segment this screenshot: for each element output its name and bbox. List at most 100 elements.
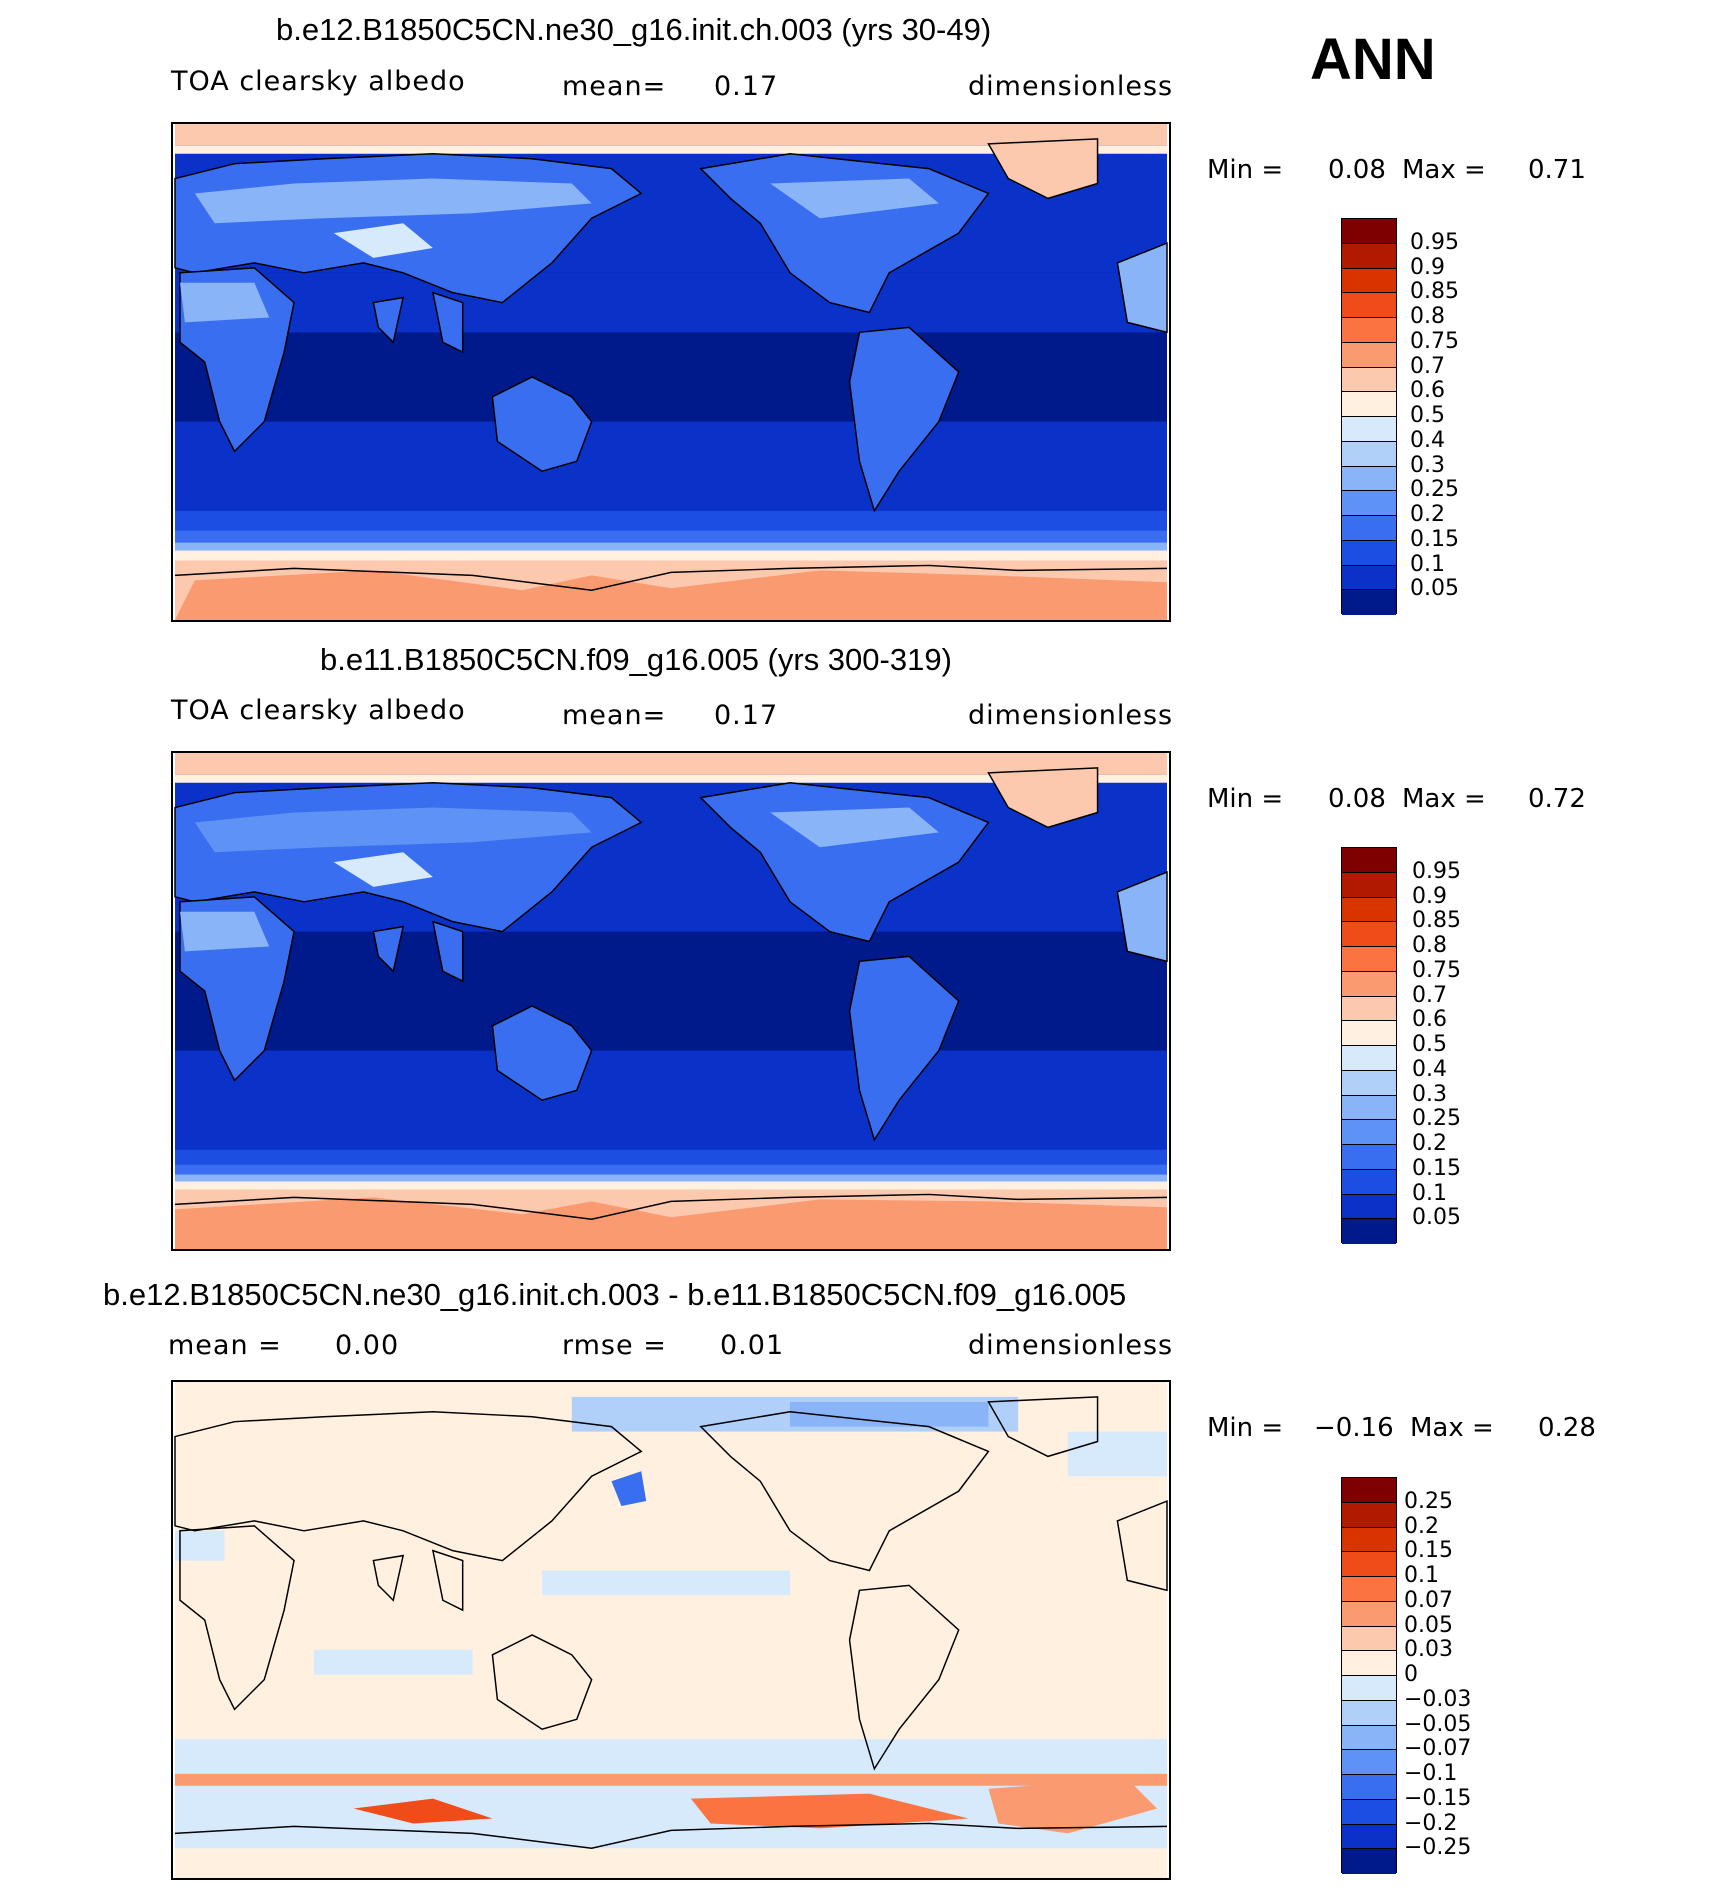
colorbar-tick-label: 0.75 [1412,957,1461,983]
colorbar-tick-label: 0.85 [1410,279,1459,305]
colorbar-tick-label: 0.2 [1410,502,1445,527]
colorbar-swatch [1342,1145,1396,1170]
colorbar-swatch [1342,318,1396,343]
colorbar-swatch [1342,219,1396,244]
panel2-max-value: 0.72 [1528,784,1586,814]
panel1-mean-label: mean= [562,71,667,102]
colorbar-tick-label: 0.7 [1412,982,1447,1008]
panel3-map-svg [174,1382,1168,1878]
colorbar-tick-label: 0.25 [1410,477,1459,503]
panel3-max-label: Max = [1410,1413,1494,1443]
colorbar-tick-label: −0.15 [1404,1785,1472,1811]
colorbar-tick-label: 0.1 [1412,1180,1447,1206]
colorbar-swatch [1342,516,1396,541]
colorbar-swatch [1342,417,1396,442]
colorbar-tick-label: 0.1 [1404,1563,1439,1588]
colorbar-tick-label: 0.15 [1412,1155,1461,1181]
colorbar-tick-label: 0.6 [1412,1007,1447,1033]
panel3-min-label: Min = [1207,1413,1284,1443]
panel1-colorbar [1341,218,1397,615]
colorbar-tick-label: 0.7 [1410,353,1445,379]
colorbar-swatch [1342,1577,1396,1602]
panel3-colorbar [1341,1477,1397,1874]
colorbar-tick-label: 0.95 [1412,858,1461,884]
panel3-rmse-label: rmse = [562,1330,667,1361]
colorbar-swatch [1342,441,1396,467]
colorbar-tick-label: 0.85 [1412,908,1461,934]
colorbar-tick-label: 0.15 [1410,526,1459,552]
colorbar-tick-label: 0.07 [1404,1587,1453,1613]
panel1-max-label: Max = [1402,155,1486,185]
colorbar-swatch [1342,1478,1396,1503]
colorbar-swatch [1342,1775,1396,1800]
colorbar-swatch [1342,293,1396,318]
panel1-units: dimensionless [968,71,1174,102]
panel1-map [171,122,1171,622]
colorbar-tick-label: 0.5 [1410,403,1445,428]
panel3-rmse-value: 0.01 [720,1330,785,1361]
panel2-min-value: 0.08 [1328,784,1386,814]
colorbar-tick-label: 0.2 [1404,1513,1439,1539]
panel2-map-svg [174,753,1168,1249]
colorbar-tick-label: 0.6 [1410,378,1445,404]
colorbar-swatch [1342,1700,1396,1726]
panel1-min-label: Min = [1207,155,1284,185]
season-label: ANN [1310,27,1436,92]
colorbar-swatch [1342,1601,1396,1627]
colorbar-swatch [1342,1725,1396,1751]
colorbar-swatch [1342,1651,1396,1676]
colorbar-tick-label: −0.2 [1404,1810,1458,1836]
colorbar-swatch [1342,466,1396,492]
colorbar-tick-label: 0.9 [1412,883,1447,909]
colorbar-swatch [1342,392,1396,417]
colorbar-swatch [1342,1169,1396,1195]
panel2-max-label: Max = [1402,784,1486,814]
colorbar-tick-label: 0.4 [1410,427,1445,453]
panel2-map [171,751,1171,1251]
colorbar-swatch [1342,1626,1396,1652]
colorbar-swatch [1342,342,1396,368]
colorbar-swatch [1342,1194,1396,1220]
colorbar-tick-label: 0.25 [1404,1488,1453,1514]
colorbar-swatch [1342,922,1396,947]
panel2-variable: TOA clearsky albedo [171,695,466,726]
panel3-map [171,1380,1171,1880]
colorbar-swatch [1342,590,1396,615]
colorbar-tick-label: 0.5 [1412,1032,1447,1057]
panel2-min-label: Min = [1207,784,1284,814]
colorbar-tick-label: −0.03 [1404,1686,1472,1712]
colorbar-swatch [1342,872,1396,898]
colorbar-swatch [1342,1120,1396,1145]
colorbar-swatch [1342,243,1396,269]
panel2-units: dimensionless [968,700,1174,731]
panel1-map-svg [174,124,1168,620]
panel2-title: b.e11.B1850C5CN.f09_g16.005 (yrs 300-319… [320,642,952,677]
colorbar-tick-label: 0.75 [1410,328,1459,354]
colorbar-tick-label: 0.3 [1412,1081,1447,1107]
colorbar-tick-label: 0.95 [1410,229,1459,255]
colorbar-swatch [1342,1527,1396,1553]
colorbar-tick-label: 0.05 [1404,1612,1453,1638]
panel3-units: dimensionless [968,1330,1174,1361]
colorbar-swatch [1342,1676,1396,1701]
colorbar-tick-label: 0.25 [1412,1106,1461,1132]
panel2-mean-value: 0.17 [714,700,779,731]
panel2-mean-label: mean= [562,700,667,731]
panel3-min-value: −0.16 [1314,1413,1394,1443]
colorbar-tick-label: 0.4 [1412,1056,1447,1082]
colorbar-tick-label: 0.05 [1412,1205,1461,1231]
panel1-variable: TOA clearsky albedo [171,66,466,97]
colorbar-tick-label: 0.3 [1410,452,1445,478]
colorbar-swatch [1342,1095,1396,1121]
colorbar-swatch [1342,1219,1396,1244]
panel1-title: b.e12.B1850C5CN.ne30_g16.init.ch.003 (yr… [276,12,992,47]
panel3-title: b.e12.B1850C5CN.ne30_g16.init.ch.003 - b… [103,1277,1127,1312]
colorbar-swatch [1342,848,1396,873]
colorbar-tick-label: 0.2 [1412,1131,1447,1156]
colorbar-swatch [1342,1552,1396,1577]
colorbar-tick-label: 0.9 [1410,254,1445,280]
colorbar-swatch [1342,268,1396,294]
colorbar-tick-label: 0.05 [1410,576,1459,602]
colorbar-tick-label: −0.25 [1404,1835,1472,1861]
colorbar-tick-label: 0.03 [1404,1637,1453,1663]
